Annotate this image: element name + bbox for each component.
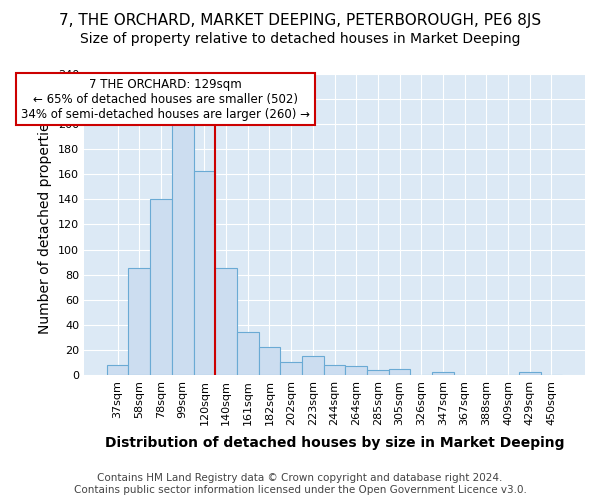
Text: 7, THE ORCHARD, MARKET DEEPING, PETERBOROUGH, PE6 8JS: 7, THE ORCHARD, MARKET DEEPING, PETERBOR… (59, 12, 541, 28)
X-axis label: Distribution of detached houses by size in Market Deeping: Distribution of detached houses by size … (105, 436, 564, 450)
Text: Size of property relative to detached houses in Market Deeping: Size of property relative to detached ho… (80, 32, 520, 46)
Y-axis label: Number of detached properties: Number of detached properties (38, 115, 52, 334)
Bar (215, 268, 237, 375)
Text: Contains HM Land Registry data © Crown copyright and database right 2024.
Contai: Contains HM Land Registry data © Crown c… (74, 474, 526, 495)
Bar (346, 366, 367, 375)
Bar (389, 368, 410, 375)
Bar (194, 170, 215, 375)
Bar (237, 332, 259, 375)
Bar (519, 372, 541, 375)
Text: 7 THE ORCHARD: 129sqm
← 65% of detached houses are smaller (502)
34% of semi-det: 7 THE ORCHARD: 129sqm ← 65% of detached … (21, 78, 310, 121)
Bar (107, 365, 128, 375)
Bar (367, 370, 389, 375)
Bar (128, 268, 150, 375)
Bar (259, 348, 280, 375)
Bar (150, 200, 172, 375)
Bar (172, 124, 194, 375)
Bar (323, 365, 346, 375)
Bar (302, 356, 323, 375)
Bar (280, 362, 302, 375)
Bar (432, 372, 454, 375)
